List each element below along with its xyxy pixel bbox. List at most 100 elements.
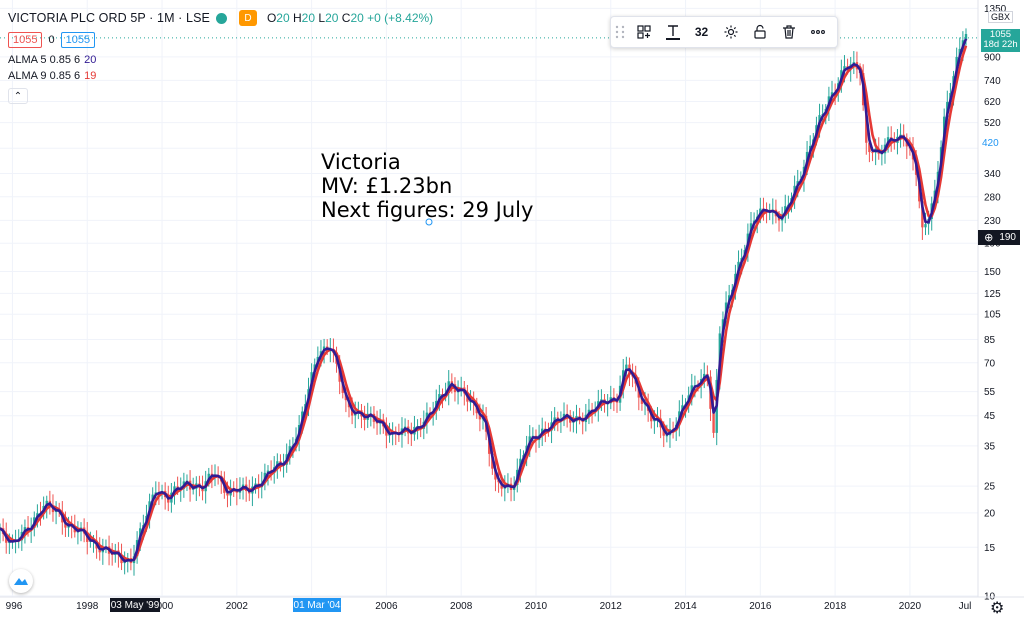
candle-body: [266, 470, 270, 473]
last-price-badge: 1055 18d 22h: [981, 29, 1020, 52]
crosshair-price-label[interactable]: ⊕ 190: [978, 230, 1020, 245]
candle-body: [868, 142, 871, 153]
candle-body: [8, 542, 11, 544]
candle-body: [64, 522, 67, 528]
price-tick-label: 105: [984, 310, 1001, 321]
bid-price[interactable]: 1055: [8, 32, 43, 48]
time-end-label: Jul: [959, 601, 972, 612]
candle-series: [0, 28, 968, 576]
logo-icon: [14, 578, 28, 585]
anchor-point[interactable]: [425, 218, 433, 226]
price-tick-label: 1350: [984, 4, 1007, 15]
spread-value: 0: [48, 34, 55, 46]
price-axis-bg: [978, 0, 1024, 622]
exchange-label: LSE: [186, 11, 210, 25]
price-tick-label: 20: [984, 508, 996, 519]
candle-body: [23, 527, 27, 532]
price-tick-label: 280: [984, 192, 1001, 203]
template-button[interactable]: [629, 17, 658, 47]
symbol-title[interactable]: VICTORIA PLC ORD 5P · 1M · LSE: [8, 11, 210, 25]
market-status-icon: [215, 12, 227, 24]
trash-icon: [782, 25, 795, 39]
price-tick-label: 35: [984, 441, 996, 452]
price-axis[interactable]: 1015202535455570851051251501902302803405…: [977, 0, 1024, 622]
delayed-data-badge[interactable]: D: [238, 10, 257, 26]
tradingview-logo[interactable]: [9, 569, 33, 593]
chart-legend: VICTORIA PLC ORD 5P · 1M · LSE D O20 H20…: [8, 8, 433, 104]
alma-5-line: [0, 38, 968, 563]
time-highlight-1: 03 May '99: [110, 598, 160, 612]
price-tick-label: 150: [984, 267, 1001, 278]
drawing-toolbar: 32: [610, 16, 838, 48]
interval-label: 1M: [157, 11, 175, 25]
candle-body: [665, 435, 669, 437]
time-highlight-2: 01 Mar '04: [293, 598, 341, 612]
lock-button[interactable]: [745, 17, 774, 47]
candle-body: [98, 548, 101, 553]
time-tick-label: 2018: [824, 601, 847, 612]
candle-body: [964, 34, 968, 41]
candle-body: [712, 408, 715, 433]
time-tick-label: 2016: [749, 601, 772, 612]
price-tick-label: 25: [984, 482, 996, 493]
price-tick-label: 125: [984, 289, 1001, 300]
indicator-alma-5[interactable]: ALMA 5 0.85 6 20: [8, 54, 97, 66]
time-tick-label: 2008: [450, 601, 473, 612]
collapse-legend-button[interactable]: ⌃: [8, 88, 28, 104]
candle-body: [924, 224, 927, 228]
candle-body: [625, 364, 628, 371]
currency-label[interactable]: GBX: [988, 11, 1014, 23]
gear-icon: [724, 25, 737, 39]
add-plus-icon[interactable]: ⊕: [984, 232, 994, 244]
annotation-line-2: MV: £1.23bn: [321, 174, 453, 198]
indicator-alma-9[interactable]: ALMA 9 0.85 6 19: [8, 70, 97, 82]
time-tick-label: 1998: [76, 601, 99, 612]
drag-handle[interactable]: [611, 17, 629, 47]
candle-body: [553, 417, 556, 423]
candle-body: [469, 401, 472, 403]
price-tick-label: 15: [984, 543, 996, 554]
time-tick-label: 2014: [674, 601, 697, 612]
time-tick-label: 2020: [899, 601, 922, 612]
chart-grid: [0, 0, 978, 597]
annotation-line-1: Victoria: [321, 150, 401, 174]
candle-body: [640, 397, 644, 404]
templates-icon: [636, 25, 651, 39]
text-icon: [665, 25, 680, 40]
price-tick-label: 740: [984, 76, 1001, 87]
font-size-button[interactable]: 32: [694, 25, 709, 39]
bar-countdown: 18d 22h: [983, 39, 1018, 50]
chevron-up-icon: ⌃: [13, 90, 23, 102]
candle-body: [653, 419, 656, 422]
time-tick-label: 2000: [151, 601, 174, 612]
ask-price[interactable]: 1055: [60, 32, 96, 48]
text-annotation[interactable]: Victoria MV: £1.23bn Next figures: 29 Ju…: [321, 150, 533, 222]
ohlc-values: O20 H20 L20 C20 +0 (+8.42%): [266, 11, 434, 25]
more-button[interactable]: [803, 17, 832, 47]
price-tick-label: 230: [984, 216, 1001, 227]
unlock-icon: [753, 24, 766, 39]
text-color-button[interactable]: [658, 17, 687, 47]
price-tick-label: 620: [984, 97, 1001, 108]
change-value: +0 (+8.42%): [367, 11, 434, 25]
candle-body: [167, 497, 170, 503]
candle-body: [843, 66, 846, 71]
price-tick-label: 85: [984, 335, 996, 346]
highlighted-price-label: 420: [982, 138, 999, 149]
candle-body: [830, 92, 834, 97]
time-tick-label: 996: [6, 601, 23, 612]
time-tick-label: 2012: [600, 601, 623, 612]
time-tick-label: 2002: [226, 601, 249, 612]
price-tick-label: 340: [984, 169, 1001, 180]
chart-settings-icon[interactable]: ⚙: [990, 600, 1005, 617]
time-tick-label: 2010: [525, 601, 548, 612]
delete-button[interactable]: [774, 17, 803, 47]
price-tick-label: 900: [984, 52, 1001, 63]
symbol-name: VICTORIA PLC ORD 5P: [8, 11, 146, 25]
candle-body: [478, 413, 482, 420]
alma-lines: [0, 38, 968, 563]
candle-body: [921, 201, 924, 228]
settings-button[interactable]: [716, 17, 745, 47]
candle-body: [226, 492, 229, 496]
